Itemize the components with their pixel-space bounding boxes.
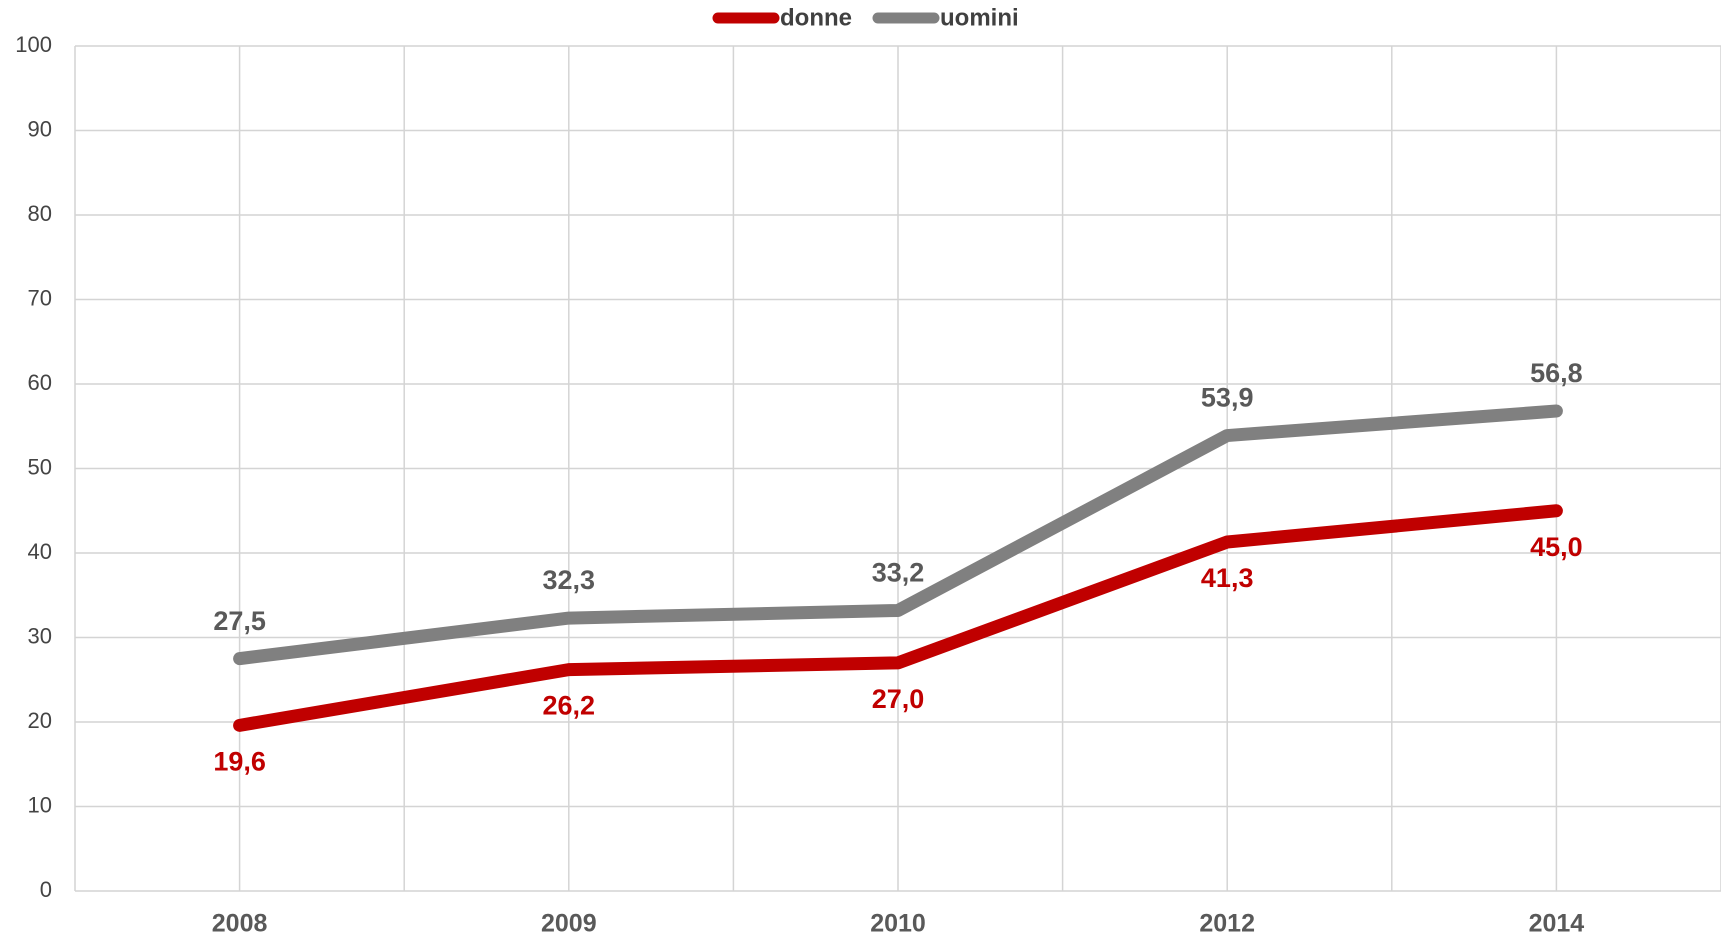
data-label: 27,0 [872,684,925,714]
y-tick-label: 50 [28,454,52,479]
data-label: 41,3 [1201,563,1254,593]
x-tick-label: 2009 [541,910,597,938]
y-tick-label: 40 [28,539,52,564]
line [233,504,1563,732]
y-tick-label: 30 [28,623,52,648]
data-label: 27,5 [213,606,266,636]
data-label: 19,6 [213,747,266,777]
y-tick-label: 90 [28,116,52,141]
x-tick-label: 2010 [870,910,926,938]
data-label: 32,3 [543,565,596,595]
line [233,404,1563,666]
y-tick-label: 60 [28,370,52,395]
y-tick-label: 70 [28,285,52,310]
data-label: 53,9 [1201,383,1254,413]
data-label: 45,0 [1530,532,1583,562]
data-label: 33,2 [872,558,925,588]
y-tick-label: 0 [40,877,52,902]
y-tick-label: 10 [28,792,52,817]
data-label: 56,8 [1530,358,1583,388]
y-tick-label: 20 [28,708,52,733]
x-tick-label: 2008 [212,910,268,938]
x-tick-label: 2012 [1199,910,1255,938]
y-tick-label: 80 [28,201,52,226]
legend-label: uomini [940,4,1019,31]
legend-label: donne [780,4,852,31]
data-label: 26,2 [543,691,596,721]
y-tick-label: 100 [15,32,52,57]
x-tick-label: 2014 [1529,910,1585,938]
